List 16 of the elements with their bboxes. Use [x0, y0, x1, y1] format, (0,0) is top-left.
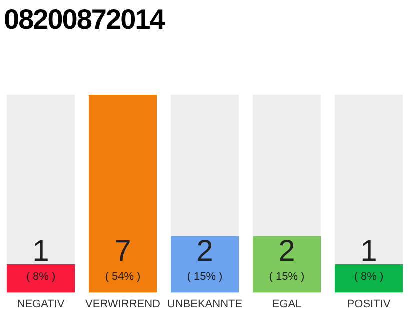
annotation: ( 54% ) — [105, 270, 141, 283]
annotation: ( 8% ) — [354, 270, 384, 283]
x-tick-label: EGAL — [272, 298, 302, 310]
x-tick-label: NEGATIV — [17, 298, 66, 310]
x-tick-label: UNBEKANNTE — [167, 298, 243, 310]
data-label: 1 — [32, 234, 50, 268]
x-tick-label: POSITIV — [347, 298, 392, 310]
annotation: ( 15% ) — [269, 270, 305, 283]
annotation: ( 8% ) — [26, 270, 56, 283]
data-label: 1 — [360, 234, 378, 268]
x-tick-label: VERWIRREND — [86, 298, 161, 310]
data-label: 2 — [278, 234, 296, 268]
chart-title: 08200872014 — [4, 4, 164, 36]
data-label: 2 — [196, 234, 214, 268]
annotation: ( 15% ) — [187, 270, 223, 283]
data-label: 7 — [114, 234, 132, 268]
